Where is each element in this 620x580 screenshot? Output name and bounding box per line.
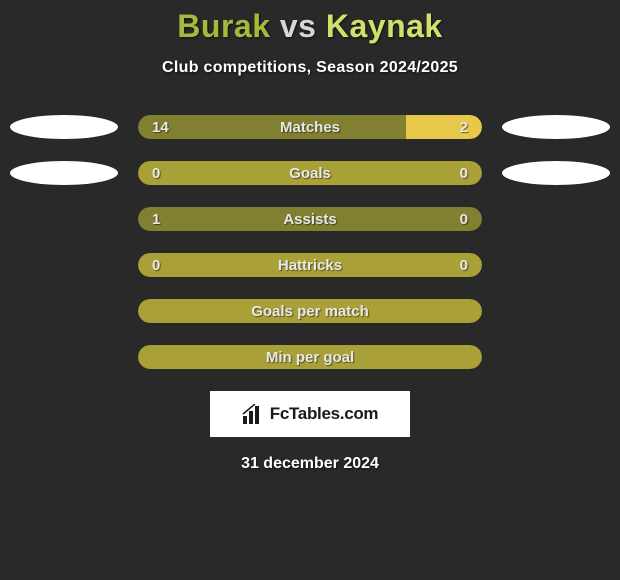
bar-empty-fill xyxy=(138,299,482,323)
title-vs: vs xyxy=(280,8,317,44)
stat-bar: 00Goals xyxy=(138,161,482,185)
stat-value-left: 14 xyxy=(152,115,169,139)
comparison-widget: Burak vs Kaynak Club competitions, Seaso… xyxy=(0,0,620,473)
bar-right-fill xyxy=(406,115,482,139)
team-badge-right xyxy=(502,161,610,185)
stat-row: 00Hattricks xyxy=(0,253,620,277)
stat-row: 00Goals xyxy=(0,161,620,185)
bar-chart-icon xyxy=(242,404,264,424)
stat-row: Goals per match xyxy=(0,299,620,323)
stat-value-right: 2 xyxy=(460,115,468,139)
team-badge-left xyxy=(10,161,118,185)
stat-value-right: 0 xyxy=(460,207,468,231)
stat-value-left: 0 xyxy=(152,161,160,185)
bar-empty-fill xyxy=(138,161,482,185)
bar-empty-fill xyxy=(138,345,482,369)
stat-bar: 142Matches xyxy=(138,115,482,139)
stat-row: 10Assists xyxy=(0,207,620,231)
stat-row: 142Matches xyxy=(0,115,620,139)
logo[interactable]: FcTables.com xyxy=(210,391,410,437)
stat-value-left: 0 xyxy=(152,253,160,277)
stat-row: Min per goal xyxy=(0,345,620,369)
stat-bar: 10Assists xyxy=(138,207,482,231)
stat-rows: 142Matches00Goals10Assists00HattricksGoa… xyxy=(0,115,620,369)
bar-left-fill xyxy=(138,207,482,231)
player2-name: Kaynak xyxy=(326,8,443,44)
stat-bar: 00Hattricks xyxy=(138,253,482,277)
player1-name: Burak xyxy=(177,8,270,44)
bar-left-fill xyxy=(138,115,406,139)
stat-bar: Min per goal xyxy=(138,345,482,369)
footer-date: 31 december 2024 xyxy=(0,455,620,473)
page-title: Burak vs Kaynak xyxy=(0,8,620,45)
stat-value-left: 1 xyxy=(152,207,160,231)
stat-bar: Goals per match xyxy=(138,299,482,323)
logo-text: FcTables.com xyxy=(270,404,379,424)
stat-value-right: 0 xyxy=(460,253,468,277)
subtitle: Club competitions, Season 2024/2025 xyxy=(0,59,620,77)
stat-value-right: 0 xyxy=(460,161,468,185)
team-badge-right xyxy=(502,115,610,139)
bar-empty-fill xyxy=(138,253,482,277)
team-badge-left xyxy=(10,115,118,139)
